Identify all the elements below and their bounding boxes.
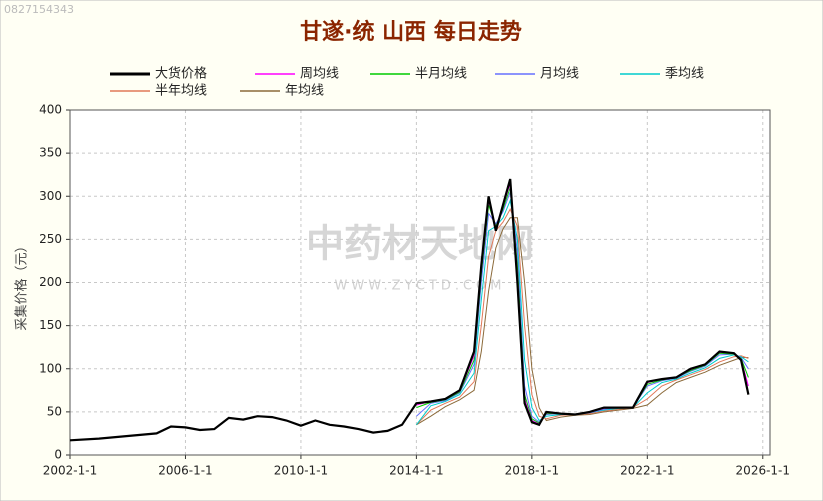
y-tick-label: 50 bbox=[47, 404, 62, 418]
x-tick-label: 2010-1-1 bbox=[274, 464, 328, 478]
series-line bbox=[416, 208, 749, 426]
y-tick-label: 200 bbox=[39, 275, 62, 289]
x-tick-label: 2002-1-1 bbox=[43, 464, 97, 478]
legend-label: 大货价格 bbox=[155, 66, 207, 82]
y-tick-label: 400 bbox=[39, 103, 62, 117]
watermark-logo: 中药材天地网 bbox=[306, 222, 534, 266]
x-tick-label: 2022-1-1 bbox=[620, 464, 674, 478]
watermark-id: 0827154343 bbox=[4, 3, 74, 16]
x-tick-label: 2006-1-1 bbox=[158, 464, 212, 478]
x-tick-label: 2014-1-1 bbox=[389, 464, 443, 478]
legend-label: 半月均线 bbox=[415, 67, 467, 82]
y-tick-label: 100 bbox=[39, 361, 62, 375]
series-line bbox=[69, 178, 750, 442]
legend-label: 半年均线 bbox=[155, 84, 207, 99]
legend-label: 年均线 bbox=[285, 84, 324, 99]
y-tick-label: 350 bbox=[39, 146, 62, 160]
chart-title: 甘遂·统 山西 每日走势 bbox=[300, 19, 522, 45]
legend-label: 季均线 bbox=[665, 67, 704, 82]
x-tick-label: 2026-1-1 bbox=[736, 464, 790, 478]
x-tick-label: 2018-1-1 bbox=[505, 464, 559, 478]
series-line bbox=[416, 198, 749, 426]
y-tick-label: 250 bbox=[39, 232, 62, 246]
axis-frame bbox=[69, 109, 771, 456]
series-line bbox=[416, 217, 749, 426]
y-axis-label: 采集价格（元） bbox=[14, 239, 30, 330]
legend-label: 月均线 bbox=[540, 67, 579, 82]
legend-label: 周均线 bbox=[300, 67, 339, 82]
y-tick-label: 300 bbox=[39, 189, 62, 203]
y-tick-label: 0 bbox=[54, 448, 62, 462]
y-tick-label: 150 bbox=[39, 318, 62, 332]
